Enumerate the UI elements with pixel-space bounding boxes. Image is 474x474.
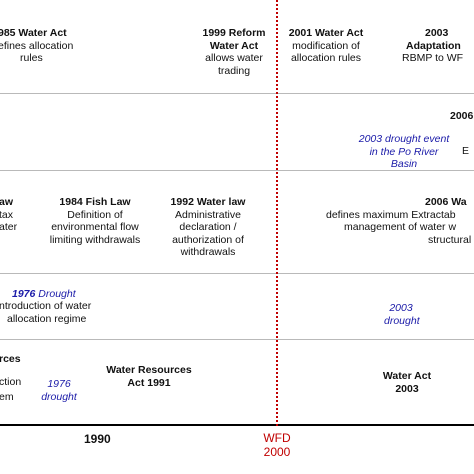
wfd-label: WFD 2000: [254, 431, 300, 459]
wfd-year-text: 2000: [263, 445, 291, 459]
event-title: 2001 Water Act: [288, 27, 364, 39]
event-title: Water Resources: [106, 364, 192, 376]
event-title: 1992 Water law: [170, 196, 246, 208]
event-title: Water Act: [209, 39, 259, 52]
drought-year: 1976: [12, 288, 36, 300]
drought-text: 2003 drought event: [358, 133, 450, 145]
event-desc: RBMP to WF: [402, 52, 464, 64]
event-left-water-resources: rces ction em: [0, 352, 21, 405]
event-desc: defines maximum Extractab: [326, 208, 456, 221]
event-desc: ater: [0, 221, 18, 233]
row-separator: [0, 273, 474, 274]
event-title: Water Act: [382, 370, 432, 382]
drought-text: in the Po River: [369, 145, 439, 158]
event-desc: limiting withdrawals: [49, 233, 141, 246]
event-2001-water-act: 2001 Water Act modification of allocatio…: [280, 27, 372, 65]
event-desc: trading: [217, 64, 251, 77]
axis-year-1990: 1990: [84, 432, 111, 446]
event-1985-water-act: 985 Water Act efines allocation rules: [0, 27, 73, 65]
drought-text: Basin: [390, 158, 418, 170]
row-separator: [0, 93, 474, 94]
event-desc: declaration /: [179, 221, 237, 233]
event-desc: allocation rules: [290, 52, 362, 64]
drought-text: drought: [41, 390, 77, 403]
event-desc: Administrative: [175, 208, 241, 221]
event-title: 2006: [450, 110, 474, 122]
event-title: 2003: [425, 27, 449, 39]
event-2006-water-act: 2006 Wa defines maximum Extractab manage…: [326, 196, 471, 246]
event-desc: management of water w: [344, 221, 457, 233]
event-allocation-regime: ntroduction of water allocation regime: [0, 300, 91, 325]
drought-text: 1976: [47, 378, 71, 390]
drought-word: Drought: [38, 288, 76, 300]
event-edge-fragment: E: [462, 145, 469, 158]
event-title: 1999 Reform: [202, 27, 266, 39]
event-desc: Definition of: [67, 208, 123, 221]
event-left-law: aw tax ater: [0, 196, 17, 234]
event-desc: ntroduction of water: [0, 300, 92, 312]
event-desc: rules: [20, 52, 43, 64]
event-title: 2006 Wa: [425, 196, 467, 208]
drought-text: drought: [384, 314, 420, 327]
event-1992-water-law: 1992 Water law Administrative declaratio…: [153, 196, 263, 259]
event-title: Act 1991: [127, 376, 171, 389]
event-2003-adaptation: 2003 Adaptation RBMP to WF: [398, 27, 463, 65]
drought-1976-label: 1976 Drought: [12, 288, 76, 301]
event-title: rces: [0, 353, 21, 365]
event-desc: em: [0, 391, 14, 403]
event-desc: authorization of: [172, 233, 244, 246]
drought-text: 2003: [389, 302, 413, 314]
event-desc: efines allocation: [0, 39, 74, 52]
event-desc: environmental flow: [51, 221, 139, 233]
event-2006-top: 2006: [450, 110, 473, 123]
event-desc: tax: [0, 208, 14, 221]
event-title: Adaptation: [406, 39, 461, 52]
event-water-act-2003: Water Act 2003: [376, 370, 438, 395]
row-separator: [0, 339, 474, 340]
event-desc: allocation regime: [7, 312, 87, 325]
wfd-marker-line: [276, 0, 278, 426]
event-title: 985 Water Act: [0, 27, 67, 39]
event-desc: E: [462, 145, 470, 157]
event-desc: structural: [428, 233, 472, 246]
event-title: 2003: [395, 382, 419, 395]
drought-2003-po-basin: 2003 drought event in the Po River Basin: [355, 133, 453, 171]
event-desc: withdrawals: [180, 246, 236, 258]
event-water-resources-act-1991: Water Resources Act 1991: [92, 364, 206, 389]
row-separator: [0, 170, 474, 171]
event-desc: ction: [0, 376, 22, 388]
drought-2003-label: 2003 drought: [384, 302, 420, 327]
event-title: 1984 Fish Law: [59, 196, 131, 208]
event-1999-reform-water-act: 1999 Reform Water Act allows water tradi…: [196, 27, 272, 77]
wfd-label-text: WFD: [263, 431, 291, 445]
event-desc: allows water: [205, 52, 263, 64]
time-axis: [0, 424, 474, 426]
event-desc: modification of: [292, 39, 360, 52]
event-1984-fish-law: 1984 Fish Law Definition of environmenta…: [40, 196, 150, 246]
event-title: aw: [0, 196, 14, 208]
drought-1976-row5: 1976 drought: [38, 378, 80, 403]
